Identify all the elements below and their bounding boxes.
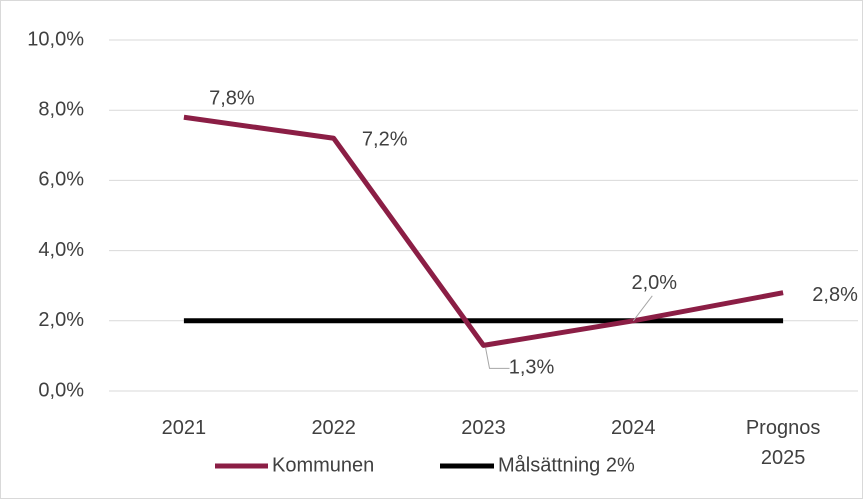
data-label: 7,8% (209, 88, 255, 110)
y-tick-label: 0,0% (38, 379, 84, 401)
y-tick-label: 6,0% (38, 169, 84, 191)
x-tick-label: 2024 (611, 417, 656, 439)
y-tick-label: 10,0% (27, 28, 84, 50)
series-line (183, 114, 784, 348)
x-tick-label: Prognos 2025 (745, 417, 821, 469)
leader-line (632, 295, 653, 322)
legend-label: Kommunen (272, 454, 374, 476)
data-label: 2,0% (632, 272, 678, 294)
data-label: 1,3% (509, 357, 555, 379)
data-label: 7,2% (362, 129, 408, 151)
y-tick-label: 2,0% (38, 309, 84, 331)
legend-label: Målsättning 2% (498, 454, 635, 476)
data-label: 2,8% (812, 284, 858, 306)
x-tick-label: 2022 (311, 417, 356, 439)
x-tick-label: 2021 (161, 417, 207, 439)
leader-line (485, 347, 510, 369)
y-tick-label: 8,0% (38, 98, 84, 120)
y-tick-label: 4,0% (38, 239, 84, 261)
x-tick-label: 2023 (461, 417, 506, 439)
